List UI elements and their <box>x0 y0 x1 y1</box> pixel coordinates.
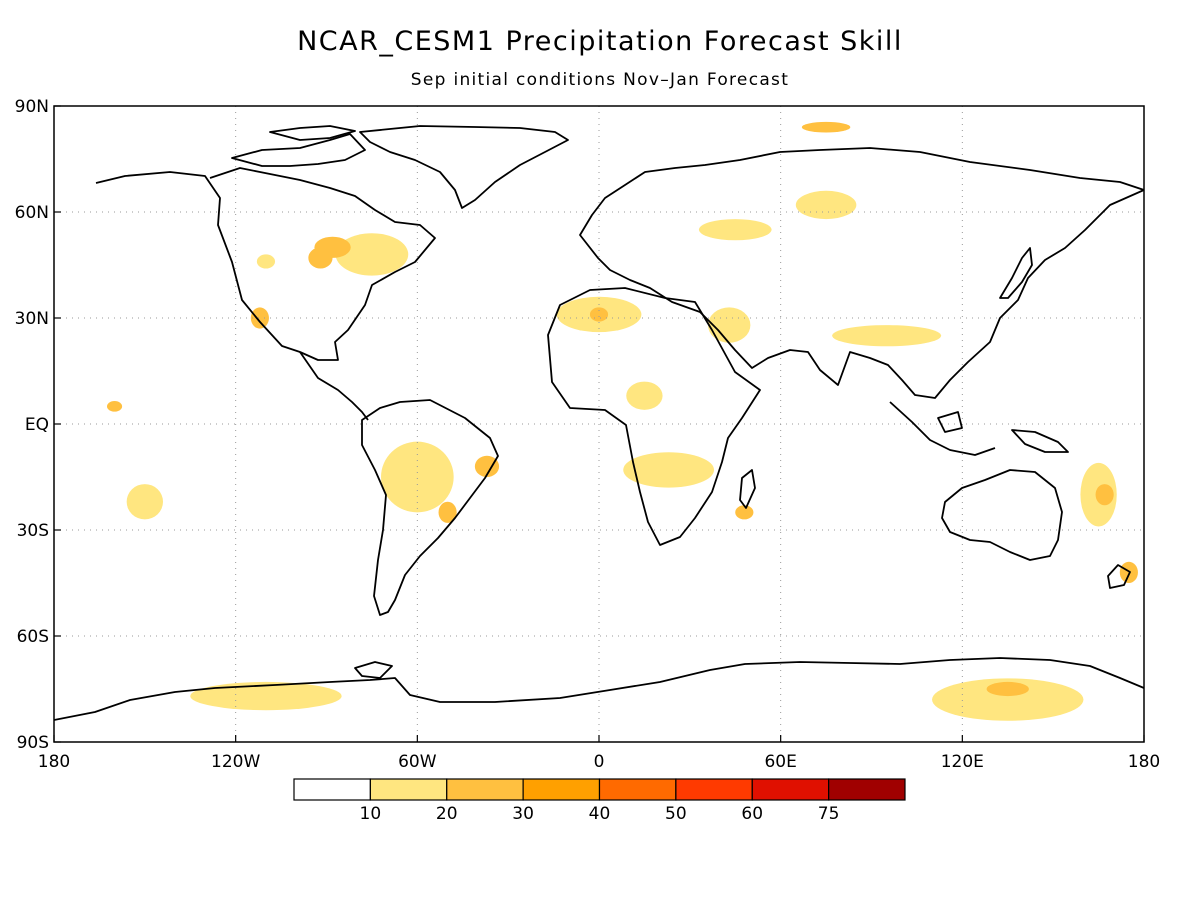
skill-region-6 <box>126 484 163 520</box>
skill-region-8 <box>589 307 609 322</box>
colorbar-swatch <box>828 778 906 801</box>
skill-region-25 <box>474 455 500 477</box>
skill-region-16 <box>801 121 851 133</box>
colorbar-label: 40 <box>589 804 611 824</box>
skill-region-9 <box>623 452 715 488</box>
y-tick-label: 90S <box>17 733 49 753</box>
x-tick-label: 60E <box>764 752 796 772</box>
skill-region-12 <box>735 505 754 520</box>
skill-region-0 <box>335 233 409 276</box>
colorbar-swatch <box>293 778 371 801</box>
colorbar-swatch <box>522 778 601 801</box>
colorbar-swatch <box>598 778 677 801</box>
skill-region-11 <box>708 307 751 343</box>
colorbar-label: 20 <box>436 804 458 824</box>
colorbar-label: 60 <box>741 804 763 824</box>
coastlines <box>54 125 1144 721</box>
skill-region-22 <box>190 681 342 711</box>
skill-region-2 <box>308 247 333 269</box>
y-tick-label: EQ <box>25 415 49 435</box>
y-tick-label: 30N <box>15 309 49 329</box>
colorbar-swatch <box>751 778 830 801</box>
skill-field <box>106 121 1138 721</box>
skill-region-13 <box>795 190 857 220</box>
skill-region-4 <box>256 254 276 269</box>
map-subtitle: Sep initial conditions Nov–Jan Forecast <box>410 70 790 90</box>
colorbar-label: 50 <box>665 804 687 824</box>
x-tick-label: 120W <box>211 752 260 772</box>
colorbar: 10 20 30 40 50 60 75 <box>293 778 906 824</box>
y-tick-label: 60N <box>15 203 49 223</box>
skill-region-15 <box>832 325 942 347</box>
y-tick-label: 60S <box>17 627 49 647</box>
skill-region-23 <box>381 441 454 513</box>
y-tick-label: 30S <box>17 521 49 541</box>
skill-region-21 <box>986 681 1029 697</box>
skill-region-14 <box>698 219 772 241</box>
x-tick-label: 120E <box>941 752 984 772</box>
graticule <box>54 106 1144 742</box>
x-tick-label: 0 <box>594 752 605 772</box>
colorbar-label: 10 <box>360 804 382 824</box>
skill-region-5 <box>106 401 123 412</box>
colorbar-swatch <box>446 778 524 801</box>
skill-region-24 <box>438 501 457 523</box>
axis-labels: 180 120W 60W 0 60E 120E 180 90N 60N 30N EQ 30S 60S 90… <box>15 97 1161 772</box>
colorbar-label: 75 <box>818 804 840 824</box>
map-title: NCAR_CESM1 Precipitation Forecast Skill <box>297 26 903 57</box>
x-tick-label: 60W <box>398 752 437 772</box>
skill-region-10 <box>626 381 663 410</box>
y-tick-label: 90N <box>15 97 49 117</box>
colorbar-swatch <box>369 778 448 801</box>
colorbar-swatch <box>675 778 753 801</box>
skill-region-20 <box>932 678 1084 721</box>
skill-region-18 <box>1095 484 1114 506</box>
colorbar-label: 30 <box>512 804 534 824</box>
x-tick-label: 180 <box>38 752 70 772</box>
x-tick-label: 180 <box>1128 752 1160 772</box>
skill-region-3 <box>250 307 269 329</box>
